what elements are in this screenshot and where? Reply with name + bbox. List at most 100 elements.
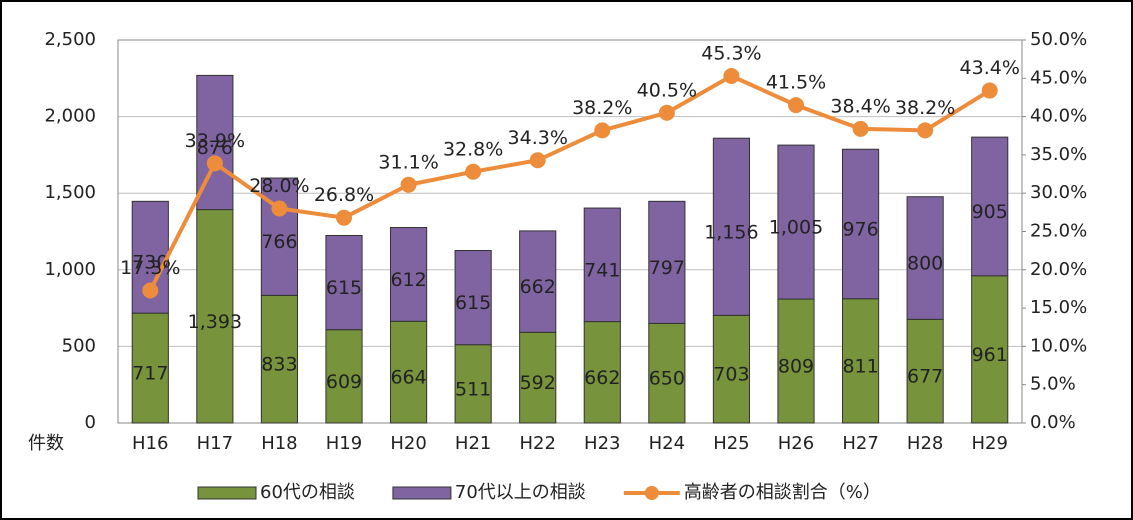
- line-value-label: 33.9%: [185, 130, 245, 152]
- line-value-label: 26.8%: [314, 184, 374, 206]
- bar: [519, 230, 557, 333]
- bar: [583, 207, 621, 323]
- bar: [325, 234, 363, 331]
- line-point: [465, 163, 482, 180]
- bar-value-label: 650: [649, 368, 685, 390]
- bar: [519, 331, 557, 424]
- x-tick-label: H29: [971, 433, 1007, 454]
- y-tick-label: 1,000: [44, 259, 96, 280]
- line-value-label: 43.4%: [960, 57, 1020, 79]
- y2-tick-label: 40.0%: [1030, 106, 1087, 127]
- bar-value-label: 592: [520, 372, 556, 394]
- bar: [648, 200, 686, 324]
- y2-tick-label: 20.0%: [1030, 259, 1087, 280]
- line-point: [336, 209, 352, 226]
- line-value-label: 34.3%: [508, 127, 568, 149]
- y2-tick-label: 10.0%: [1030, 335, 1087, 356]
- y2-tick-label: 25.0%: [1030, 221, 1087, 242]
- bar: [260, 177, 299, 296]
- bar: [260, 294, 299, 424]
- bar-value-label: 766: [261, 231, 297, 253]
- line-point: [723, 68, 740, 85]
- bar-value-label: 677: [907, 366, 943, 388]
- bar-value-label: 662: [520, 276, 556, 298]
- line-value-label: 38.4%: [830, 95, 890, 117]
- bar: [648, 322, 686, 424]
- y-tick-label: 500: [62, 335, 96, 356]
- legend-label: 高齢者の相談割合（%）: [684, 482, 881, 503]
- y2-tick-label: 50.0%: [1030, 29, 1087, 50]
- legend-swatch: [197, 486, 257, 500]
- x-tick-label: H17: [197, 433, 233, 454]
- bar: [906, 196, 944, 320]
- line-value-label: 32.8%: [443, 138, 503, 160]
- line-point: [852, 120, 869, 137]
- bar-value-label: 811: [842, 355, 878, 377]
- bar: [454, 344, 492, 424]
- y-tick-label: 0: [85, 412, 96, 433]
- bar: [777, 144, 815, 300]
- bar: [389, 320, 428, 424]
- bar-value-label: 615: [455, 292, 491, 314]
- x-tick-label: H22: [519, 433, 555, 454]
- legend-label: 70代以上の相談: [455, 482, 586, 503]
- x-tick-label: H25: [713, 433, 749, 454]
- y2-tick-label: 45.0%: [1030, 67, 1087, 88]
- x-tick-label: H28: [907, 433, 943, 454]
- bar-value-label: 833: [261, 354, 297, 376]
- y-tick-label: 2,500: [44, 29, 96, 50]
- bar-value-label: 612: [390, 269, 426, 291]
- bar: [583, 321, 621, 424]
- bar: [196, 209, 234, 424]
- bar: [777, 298, 815, 424]
- x-tick-label: H16: [132, 433, 168, 454]
- bar-value-label: 609: [326, 371, 362, 393]
- line-value-label: 17.3%: [120, 257, 180, 279]
- x-tick-label: H19: [326, 433, 362, 454]
- bar: [841, 148, 880, 300]
- line-point: [400, 176, 417, 193]
- bar: [325, 329, 363, 424]
- bar-value-label: 876: [197, 137, 233, 159]
- bar-value-label: 1,393: [188, 311, 242, 333]
- line-value-label: 40.5%: [637, 79, 697, 101]
- x-tick-label: H24: [649, 433, 685, 454]
- bar-value-label: 800: [907, 253, 943, 275]
- bar: [131, 312, 169, 424]
- y2-tick-label: 5.0%: [1030, 374, 1076, 395]
- line-value-label: 38.2%: [572, 97, 632, 119]
- x-tick-label: H18: [261, 433, 297, 454]
- legend-swatch: [644, 486, 659, 500]
- y-tick-label: 2,000: [44, 106, 96, 127]
- bar: [841, 298, 880, 424]
- bar-value-label: 1,005: [769, 217, 823, 239]
- line-point: [271, 200, 288, 217]
- bar-value-label: 1,156: [704, 221, 758, 243]
- bar: [712, 137, 751, 316]
- x-tick-label: H26: [778, 433, 814, 454]
- x-tick-label: H23: [584, 433, 620, 454]
- bar-value-label: 717: [132, 363, 168, 385]
- x-tick-label: H21: [455, 433, 491, 454]
- y2-tick-label: 30.0%: [1030, 182, 1087, 203]
- bar: [454, 249, 492, 346]
- line-point: [658, 104, 675, 121]
- line-value-label: 31.1%: [378, 151, 438, 173]
- y2-tick-label: 0.0%: [1030, 412, 1076, 433]
- bar-value-label: 741: [584, 259, 620, 281]
- legend-swatch: [392, 486, 452, 500]
- y-axis-label: 件数: [28, 433, 64, 454]
- line-value-label: 41.5%: [766, 72, 826, 94]
- bar-value-label: 662: [584, 367, 620, 389]
- line-value-label: 38.2%: [895, 97, 955, 119]
- y2-tick-label: 15.0%: [1030, 297, 1087, 318]
- line-point: [142, 282, 159, 299]
- line-value-label: 45.3%: [701, 43, 761, 65]
- x-tick-label: H20: [390, 433, 426, 454]
- bar-value-label: 976: [842, 218, 878, 240]
- line-point: [788, 97, 804, 114]
- y-tick-label: 1,500: [44, 182, 96, 203]
- line-point: [529, 152, 546, 169]
- legend-label: 60代の相談: [260, 482, 355, 503]
